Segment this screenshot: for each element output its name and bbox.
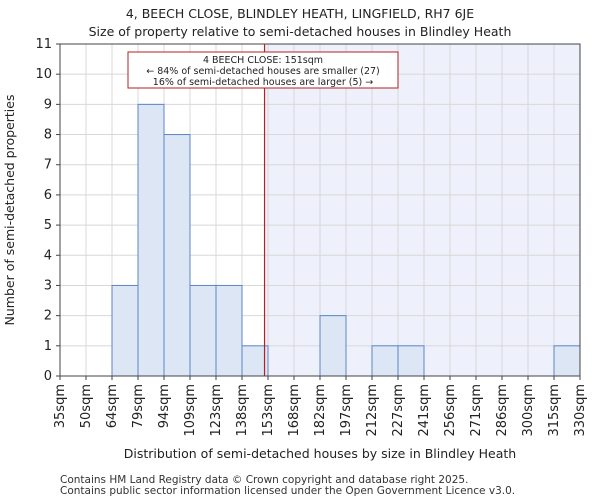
- chart-subtitle: Size of property relative to semi-detach…: [88, 24, 512, 39]
- x-axis-label: Distribution of semi-detached houses by …: [124, 446, 516, 461]
- y-tick-label: 11: [35, 37, 52, 52]
- x-tick-label: 64sqm: [105, 384, 120, 428]
- x-tick-label: 271sqm: [469, 384, 484, 437]
- y-tick-label: 6: [44, 188, 52, 203]
- y-tick-label: 3: [44, 278, 52, 293]
- footer-line-2: Contains public sector information licen…: [60, 485, 516, 497]
- x-tick-label: 300sqm: [521, 384, 536, 437]
- highlight-region: [264, 44, 580, 376]
- x-tick-label: 153sqm: [261, 384, 276, 437]
- y-tick-label: 9: [44, 97, 52, 112]
- annotation-line-2: ← 84% of semi-detached houses are smalle…: [146, 66, 380, 77]
- bar: [163, 134, 191, 377]
- x-tick-label: 79sqm: [131, 384, 146, 428]
- bar: [371, 345, 399, 377]
- y-tick-label: 4: [44, 248, 52, 263]
- x-tick-label: 197sqm: [339, 384, 354, 437]
- bar: [553, 345, 581, 377]
- y-tick-label: 7: [44, 158, 52, 173]
- x-tick-label: 315sqm: [547, 384, 562, 437]
- bar: [137, 103, 165, 377]
- annotation-box: [127, 51, 399, 89]
- bar: [189, 284, 217, 377]
- x-tick-label: 35sqm: [53, 384, 68, 428]
- bar: [241, 345, 269, 377]
- y-tick-label: 2: [44, 309, 52, 324]
- x-tick-label: 227sqm: [391, 384, 406, 437]
- x-tick-label: 94sqm: [157, 384, 172, 428]
- y-tick-label: 5: [44, 218, 52, 233]
- x-tick-label: 286sqm: [495, 384, 510, 437]
- x-tick-label: 256sqm: [443, 384, 458, 437]
- y-axis-label: Number of semi-detached properties: [2, 95, 17, 326]
- chart-title: 4, BEECH CLOSE, BLINDLEY HEATH, LINGFIEL…: [125, 6, 475, 21]
- y-tick-label: 0: [44, 369, 52, 384]
- annotation-line-3: 16% of semi-detached houses are larger (…: [153, 77, 373, 88]
- bar: [397, 345, 425, 377]
- annotation-line-1: 4 BEECH CLOSE: 151sqm: [203, 55, 323, 66]
- x-tick-label: 50sqm: [79, 384, 94, 428]
- x-tick-label: 123sqm: [209, 384, 224, 437]
- x-tick-label: 330sqm: [573, 384, 588, 437]
- y-tick-label: 8: [44, 128, 52, 143]
- y-tick-label: 1: [44, 339, 52, 354]
- bar: [319, 315, 347, 377]
- x-tick-label: 168sqm: [287, 384, 302, 437]
- x-tick-label: 109sqm: [183, 384, 198, 437]
- x-tick-label: 138sqm: [235, 384, 250, 437]
- y-tick-label: 10: [35, 67, 52, 82]
- x-tick-label: 212sqm: [365, 384, 380, 437]
- bar: [111, 284, 139, 377]
- bar: [215, 284, 243, 377]
- x-tick-label: 241sqm: [417, 384, 432, 437]
- x-tick-label: 182sqm: [313, 384, 328, 437]
- footer-line-1: Contains HM Land Registry data © Crown c…: [60, 474, 469, 486]
